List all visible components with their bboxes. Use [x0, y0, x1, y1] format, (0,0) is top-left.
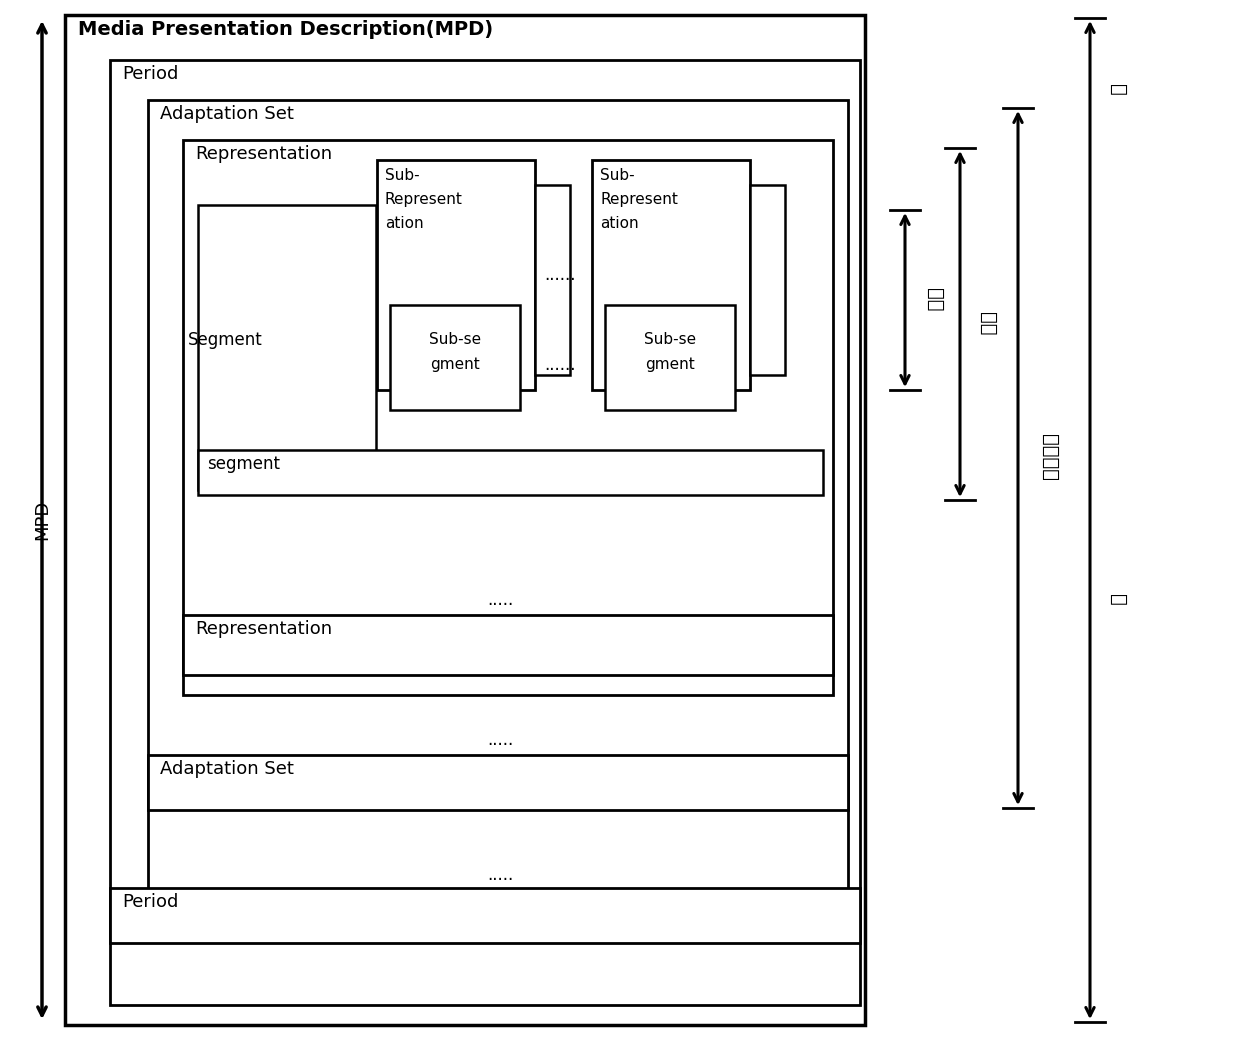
Text: ......: ......: [544, 266, 575, 284]
Text: Representation: Representation: [195, 145, 332, 163]
Text: Represent: Represent: [600, 192, 678, 207]
Text: 切片: 切片: [925, 289, 944, 312]
Text: Represent: Represent: [384, 192, 463, 207]
Bar: [391, 305, 520, 410]
Bar: [184, 140, 833, 695]
Text: ation: ation: [384, 216, 424, 231]
Text: 表示: 表示: [978, 313, 997, 336]
Text: Representation: Representation: [195, 620, 332, 638]
Bar: [148, 755, 848, 810]
Text: Adaptation Set: Adaptation Set: [160, 105, 294, 123]
Bar: [198, 205, 376, 490]
Text: Period: Period: [122, 65, 179, 83]
Text: ation: ation: [600, 216, 639, 231]
Text: .....: .....: [487, 591, 513, 609]
Text: ......: ......: [544, 356, 575, 374]
Bar: [605, 305, 735, 410]
Text: Adaptation Set: Adaptation Set: [160, 760, 294, 778]
Text: 对: 对: [1109, 84, 1127, 96]
Text: Sub-se: Sub-se: [429, 332, 481, 347]
Text: gment: gment: [430, 357, 480, 372]
Text: segment: segment: [207, 455, 280, 473]
Bar: [110, 60, 861, 1004]
Bar: [198, 450, 823, 495]
Bar: [148, 100, 848, 915]
Text: Sub-: Sub-: [600, 168, 635, 183]
Bar: [591, 160, 750, 390]
Text: Media Presentation Description(MPD): Media Presentation Description(MPD): [78, 20, 494, 39]
Bar: [534, 185, 570, 375]
Text: .....: .....: [487, 731, 513, 749]
Text: 自适应集: 自适应集: [1040, 435, 1059, 481]
Bar: [184, 615, 833, 675]
Text: .....: .....: [487, 866, 513, 884]
Text: Segment: Segment: [187, 331, 263, 349]
Bar: [64, 15, 866, 1025]
Bar: [110, 888, 861, 943]
Text: 期: 期: [1109, 594, 1127, 605]
Text: Period: Period: [122, 893, 179, 911]
Bar: [377, 160, 534, 390]
Bar: [750, 185, 785, 375]
Text: gment: gment: [645, 357, 694, 372]
Text: MPD: MPD: [33, 500, 51, 540]
Text: Sub-se: Sub-se: [644, 332, 696, 347]
Text: Sub-: Sub-: [384, 168, 419, 183]
